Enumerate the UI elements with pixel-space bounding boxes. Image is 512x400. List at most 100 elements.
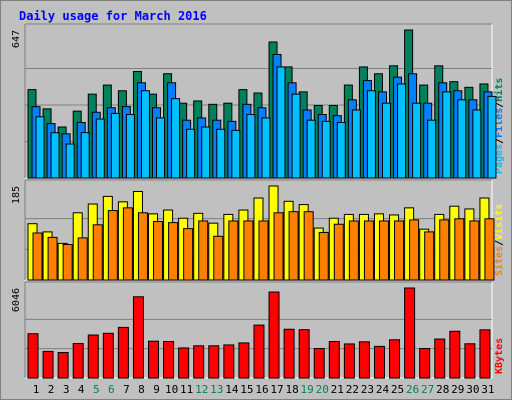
x-tick-label: 5 bbox=[93, 383, 100, 396]
bar-kbytes bbox=[178, 347, 190, 379]
bar-kbytes bbox=[358, 341, 370, 379]
x-tick-label: 29 bbox=[451, 383, 464, 396]
bar-kbytes bbox=[389, 339, 401, 379]
legend-label: Visits bbox=[493, 204, 505, 240]
legend-separator: / bbox=[494, 102, 505, 108]
y-max-label: 647 bbox=[11, 30, 22, 48]
x-tick-label: 31 bbox=[481, 383, 494, 396]
bar-pages bbox=[381, 102, 391, 179]
x-axis-day-labels: 1 2 3 4 5 6 7 8 9 10 11 12 13 14 15 16 17 18 19 20 21 22 23 24 2… bbox=[33, 383, 495, 396]
bar-pages bbox=[125, 114, 135, 179]
bar-sites bbox=[77, 237, 88, 281]
bar-kbytes bbox=[449, 330, 461, 379]
x-tick-label: 10 bbox=[165, 383, 178, 396]
bar-kbytes bbox=[404, 287, 416, 379]
bar-pages bbox=[336, 121, 346, 179]
bar-sites bbox=[424, 231, 435, 281]
x-tick-label: 27 bbox=[421, 383, 434, 396]
x-tick-label: 26 bbox=[406, 383, 419, 396]
x-tick-label: 4 bbox=[78, 383, 85, 396]
bar-kbytes bbox=[283, 328, 295, 379]
x-tick-label: 15 bbox=[240, 383, 253, 396]
bar-pages bbox=[216, 128, 226, 179]
bar-sites bbox=[243, 220, 254, 281]
x-tick-label: 8 bbox=[138, 383, 145, 396]
x-tick-label: 3 bbox=[63, 383, 70, 396]
x-tick-label: 2 bbox=[48, 383, 55, 396]
bar-pages bbox=[246, 114, 256, 179]
x-tick-label: 19 bbox=[301, 383, 314, 396]
bar-kbytes bbox=[42, 350, 54, 379]
bar-kbytes bbox=[148, 340, 160, 379]
bar-pages bbox=[156, 117, 166, 179]
x-tick-label: 7 bbox=[123, 383, 130, 396]
bar-kbytes bbox=[419, 348, 431, 379]
bar-sites bbox=[454, 218, 465, 281]
bar-kbytes bbox=[298, 329, 310, 379]
bar-kbytes bbox=[163, 340, 175, 379]
bar-sites bbox=[363, 220, 374, 281]
bar-sites bbox=[183, 228, 194, 281]
bar-sites bbox=[122, 207, 133, 281]
bar-kbytes bbox=[87, 334, 99, 379]
x-tick-label: 11 bbox=[180, 383, 193, 396]
bar-pages bbox=[366, 90, 376, 179]
legend-label: Pages bbox=[494, 144, 505, 174]
series-legend: KBytes bbox=[494, 338, 505, 374]
bar-sites bbox=[394, 220, 405, 281]
x-tick-label: 17 bbox=[270, 383, 283, 396]
x-tick-label: 22 bbox=[346, 383, 359, 396]
bar-kbytes bbox=[253, 324, 265, 379]
legend-label: KBytes bbox=[494, 338, 505, 374]
bar-sites bbox=[92, 224, 103, 281]
bar-kbytes bbox=[208, 345, 220, 379]
bar-sites bbox=[288, 211, 299, 281]
bar-sites bbox=[168, 222, 179, 281]
bar-pages bbox=[140, 90, 150, 179]
bar-kbytes bbox=[343, 343, 355, 379]
bar-pages bbox=[50, 132, 60, 179]
x-tick-label: 25 bbox=[391, 383, 404, 396]
series-legend: Sites/Visits bbox=[493, 204, 505, 276]
bar-sites bbox=[348, 220, 359, 281]
x-tick-label: 23 bbox=[361, 383, 374, 396]
bar-kbytes bbox=[464, 343, 476, 379]
bar-sites bbox=[228, 220, 239, 281]
bar-pages bbox=[487, 95, 497, 179]
x-tick-label: 18 bbox=[285, 383, 298, 396]
y-max-label: 185 bbox=[11, 186, 22, 204]
bar-sites bbox=[137, 212, 148, 281]
chart-title: Daily usage for March 2016 bbox=[19, 9, 207, 23]
bar-pages bbox=[65, 143, 75, 179]
bar-sites bbox=[469, 220, 480, 281]
x-tick-label: 16 bbox=[255, 383, 268, 396]
bar-kbytes bbox=[238, 342, 250, 379]
bar-sites bbox=[62, 243, 73, 281]
bar-pages bbox=[306, 119, 316, 179]
bar-pages bbox=[321, 120, 331, 179]
bar-sites bbox=[213, 235, 224, 281]
x-tick-label: 30 bbox=[466, 383, 479, 396]
bar-kbytes bbox=[268, 291, 280, 379]
bar-sites bbox=[318, 231, 329, 281]
bar-kbytes bbox=[72, 342, 84, 379]
bar-sites bbox=[198, 220, 209, 281]
bar-pages bbox=[80, 132, 90, 179]
x-tick-label: 28 bbox=[436, 383, 449, 396]
bar-pages bbox=[261, 117, 271, 179]
bar-pages bbox=[412, 102, 422, 179]
bar-kbytes bbox=[328, 340, 340, 379]
bar-pages bbox=[291, 93, 301, 179]
bar-pages bbox=[35, 116, 45, 179]
bar-kbytes bbox=[132, 296, 144, 379]
panel-kbytes: 6046 KBytes bbox=[11, 281, 505, 379]
bar-kbytes bbox=[57, 352, 69, 379]
bar-pages bbox=[457, 99, 467, 179]
bar-pages bbox=[110, 112, 120, 179]
x-tick-label: 13 bbox=[210, 383, 223, 396]
x-tick-label: 12 bbox=[195, 383, 208, 396]
legend-separator: / bbox=[494, 240, 505, 246]
bar-pages bbox=[231, 129, 241, 179]
bar-sites bbox=[303, 211, 314, 281]
